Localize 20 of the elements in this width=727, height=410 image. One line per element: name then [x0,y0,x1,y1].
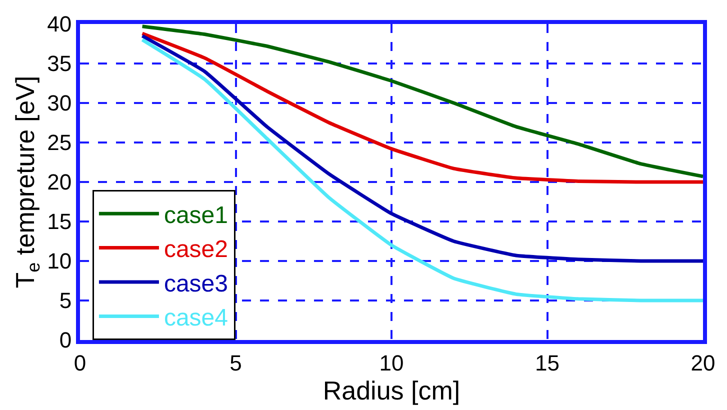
x-tick-label: 15 [535,350,560,376]
legend-label: case1 [164,202,228,229]
x-tick-label: 10 [379,350,404,376]
y-tick-label: 5 [59,288,72,314]
y-tick-label: 35 [47,51,72,76]
y-tick-label: 20 [47,170,72,195]
y-tick-label: 10 [47,248,72,274]
legend-label: case2 [164,236,228,264]
x-tick-label: 20 [690,350,716,376]
line-series [140,34,703,263]
y-tick-label: 30 [47,90,72,116]
y-tick-label: 15 [47,209,72,234]
legend-label: case3 [164,270,228,298]
x-tick-label: 5 [230,350,242,376]
y-tick-label: 0 [59,328,72,353]
x-axis-title: Radius [cm] [322,375,460,406]
y-tick-label: 25 [47,130,72,156]
line-series [140,38,703,302]
legend-label: case4 [164,304,228,332]
y-tick-label: 40 [47,12,72,37]
